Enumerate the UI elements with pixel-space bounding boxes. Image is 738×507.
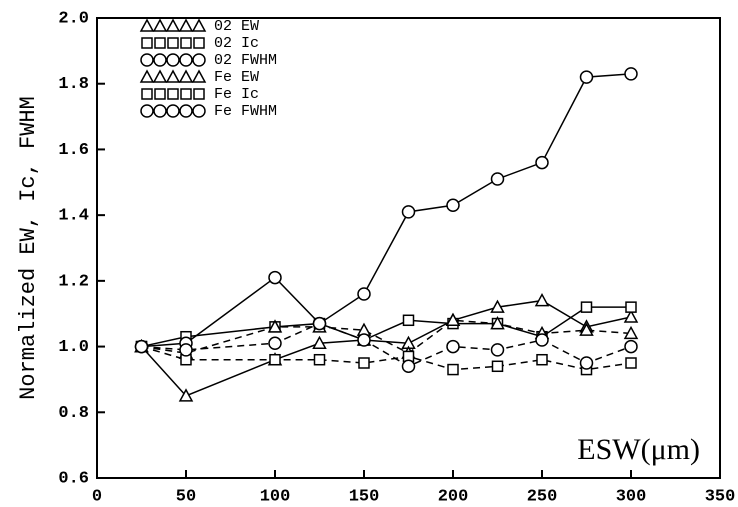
legend-symbol <box>140 53 154 67</box>
x-tick-label: 350 <box>705 487 736 506</box>
x-tick-label: 200 <box>438 487 469 506</box>
legend-symbol <box>193 37 205 49</box>
data-point <box>401 205 416 219</box>
legend-symbol <box>179 104 193 118</box>
data-point <box>624 339 638 354</box>
data-point <box>579 322 594 336</box>
legend-symbol <box>167 37 179 49</box>
legend-label: 02 Ic <box>214 35 259 52</box>
legend-symbol <box>167 88 179 100</box>
legend-symbol <box>166 53 180 67</box>
data-point <box>625 301 637 313</box>
y-tick-label: 2.0 <box>58 9 89 28</box>
data-point <box>357 287 371 301</box>
series-line <box>141 306 631 348</box>
legend-symbol <box>153 104 167 118</box>
data-point <box>447 363 459 376</box>
data-point <box>401 359 416 374</box>
data-point <box>624 67 638 81</box>
legend-symbol <box>139 69 155 83</box>
data-point <box>312 335 327 350</box>
data-point <box>579 356 594 370</box>
data-point <box>402 314 415 327</box>
series-line <box>141 345 632 371</box>
data-point <box>269 353 281 366</box>
legend-symbol <box>191 69 207 83</box>
data-point <box>312 316 327 331</box>
data-point <box>446 339 460 354</box>
data-point <box>178 388 194 402</box>
legend-symbol <box>178 69 194 83</box>
legend-symbol <box>165 18 181 32</box>
data-point <box>357 333 371 347</box>
legend-symbol <box>154 37 166 49</box>
legend-symbol <box>152 18 168 32</box>
data-point <box>625 357 637 369</box>
data-point <box>179 343 193 357</box>
legend-symbol <box>180 88 192 100</box>
legend-symbol <box>192 53 206 67</box>
legend-symbol <box>139 18 155 32</box>
legend-label: 02 EW <box>214 18 259 35</box>
data-point <box>491 360 504 373</box>
y-tick-label: 1.8 <box>58 75 89 94</box>
data-point <box>534 293 550 307</box>
data-point <box>535 155 549 170</box>
x-tick-label: 100 <box>260 487 291 506</box>
data-point <box>313 353 326 366</box>
x-tick-label: 150 <box>349 487 380 506</box>
data-point <box>490 299 505 313</box>
legend-symbol <box>191 18 207 32</box>
x-tick-label: 0 <box>92 487 102 506</box>
data-point <box>267 319 283 333</box>
legend-label: Fe Ic <box>214 86 259 103</box>
legend-symbol <box>141 88 153 100</box>
legend-symbol <box>165 69 181 83</box>
legend-symbol <box>192 104 206 118</box>
plot-frame <box>96 17 721 479</box>
y-tick-label: 1.0 <box>58 338 89 357</box>
data-point <box>446 198 460 213</box>
data-point <box>490 316 505 330</box>
data-point <box>268 270 282 285</box>
legend-symbol <box>154 88 166 100</box>
legend-symbol <box>141 37 153 49</box>
y-tick-label: 1.6 <box>58 141 89 160</box>
legend-symbol <box>166 104 180 118</box>
legend-symbol <box>180 37 192 49</box>
data-point <box>490 172 505 186</box>
x-axis-label: ESW(μm) <box>577 433 700 466</box>
y-tick-label: 1.2 <box>58 272 89 291</box>
legend-label: Fe EW <box>214 69 259 86</box>
x-tick-label: 50 <box>176 487 196 506</box>
data-point <box>535 333 549 347</box>
data-point <box>358 357 370 369</box>
legend-label: 02 FWHM <box>214 52 277 69</box>
data-point <box>536 353 548 366</box>
x-tick-label: 300 <box>616 487 647 506</box>
data-point <box>623 325 639 340</box>
data-point <box>579 70 594 84</box>
y-tick-label: 0.8 <box>58 404 89 423</box>
x-tick-label: 250 <box>527 487 558 506</box>
data-point <box>623 309 639 323</box>
y-tick-label: 1.4 <box>58 207 89 226</box>
y-tick-label: 0.6 <box>58 469 89 488</box>
legend-symbol <box>152 69 168 83</box>
y-axis-label: Normalized EW, Ic, FWHM <box>16 96 41 400</box>
legend-symbol <box>193 88 205 100</box>
data-point <box>580 301 593 313</box>
data-point <box>268 336 282 351</box>
legend-label: Fe FWHM <box>214 103 277 120</box>
legend-symbol <box>179 53 193 67</box>
legend-symbol <box>178 18 194 32</box>
data-point <box>134 339 149 354</box>
data-point <box>490 343 505 357</box>
data-point <box>445 312 461 327</box>
legend-symbol <box>140 104 154 118</box>
legend-symbol <box>153 53 167 67</box>
